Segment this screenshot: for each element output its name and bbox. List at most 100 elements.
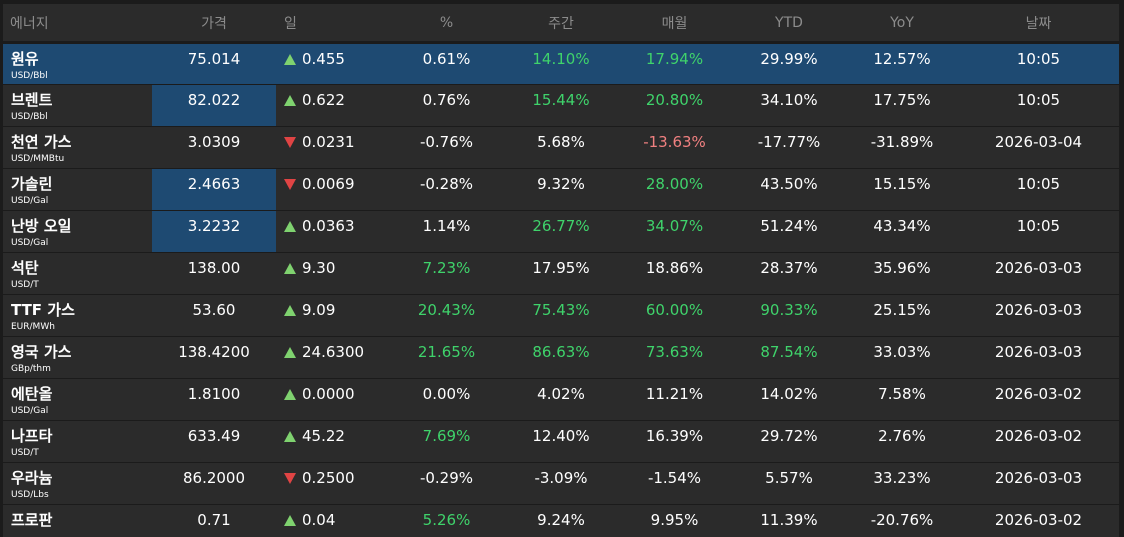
- pct-cell: 20.43%: [388, 294, 505, 337]
- header-price[interactable]: 가격: [152, 4, 276, 44]
- commodity-name[interactable]: 천연 가스: [11, 133, 72, 151]
- price-cell: 3.2232: [152, 210, 276, 253]
- weekly-cell: 14.10%: [505, 42, 617, 85]
- commodity-cell[interactable]: TTF 가스 EUR/MWh: [3, 294, 152, 337]
- header-monthly[interactable]: 매월: [617, 4, 732, 44]
- day-change-value: 9.09: [302, 301, 336, 319]
- yoy-cell: 15.15%: [846, 168, 958, 211]
- weekly-cell: 4.02%: [505, 378, 617, 421]
- price-cell: 138.00: [152, 252, 276, 295]
- commodity-cell[interactable]: 영국 가스 GBp/thm: [3, 336, 152, 379]
- commodity-name[interactable]: 원유: [11, 50, 39, 68]
- commodity-unit: USD/Gal: [11, 406, 49, 416]
- table-row[interactable]: 천연 가스 USD/MMBtu 3.0309 0.0231 -0.76% 5.68% -13…: [3, 126, 1119, 169]
- header-ytd[interactable]: YTD: [732, 4, 846, 44]
- yoy-cell: -20.76%: [846, 504, 958, 537]
- pct-cell: 7.69%: [388, 420, 505, 463]
- commodity-unit: USD/Bbl: [11, 71, 48, 81]
- weekly-cell: 15.44%: [505, 84, 617, 127]
- pct-cell: 0.76%: [388, 84, 505, 127]
- header-weekly[interactable]: 주간: [505, 4, 617, 44]
- table-row[interactable]: TTF 가스 EUR/MWh 53.60 9.09 20.43% 75.43% 60.00%…: [3, 294, 1119, 337]
- table-row[interactable]: 가솔린 USD/Gal 2.4663 0.0069 -0.28% 9.32% 28.00% 4…: [3, 168, 1119, 211]
- monthly-cell: 18.86%: [617, 252, 732, 295]
- commodity-name[interactable]: 브렌트: [11, 91, 53, 109]
- commodity-name[interactable]: 석탄: [11, 259, 39, 277]
- table-row[interactable]: 나프타 USD/T 633.49 45.22 7.69% 12.40% 16.39% 29.7…: [3, 420, 1119, 463]
- commodity-cell[interactable]: 브렌트 USD/Bbl: [3, 84, 152, 127]
- commodity-unit: USD/T: [11, 280, 39, 290]
- header-day[interactable]: 일: [276, 4, 388, 44]
- header-yoy[interactable]: YoY: [846, 4, 958, 44]
- ytd-cell: 11.39%: [732, 504, 846, 537]
- commodity-name[interactable]: 프로판: [11, 511, 53, 529]
- date-cell: 2026-03-03: [958, 336, 1119, 379]
- weekly-cell: 12.40%: [505, 420, 617, 463]
- price-cell: 3.0309: [152, 126, 276, 169]
- triangle-down-icon: [284, 137, 296, 148]
- table-row[interactable]: 우라늄 USD/Lbs 86.2000 0.2500 -0.29% -3.09% -1.54…: [3, 462, 1119, 505]
- weekly-cell: 86.63%: [505, 336, 617, 379]
- commodity-cell[interactable]: 우라늄 USD/Lbs: [3, 462, 152, 505]
- pct-cell: 1.14%: [388, 210, 505, 253]
- pct-cell: 7.23%: [388, 252, 505, 295]
- commodity-name[interactable]: 우라늄: [11, 469, 53, 487]
- triangle-up-icon: [284, 431, 296, 442]
- table-row[interactable]: 브렌트 USD/Bbl 82.022 0.622 0.76% 15.44% 20.80% 34…: [3, 84, 1119, 127]
- header-name[interactable]: 에너지: [3, 4, 152, 44]
- triangle-up-icon: [284, 389, 296, 400]
- commodity-name[interactable]: TTF 가스: [11, 301, 75, 319]
- commodity-cell[interactable]: 천연 가스 USD/MMBtu: [3, 126, 152, 169]
- day-change-cell: 0.455: [276, 42, 388, 85]
- monthly-cell: -13.63%: [617, 126, 732, 169]
- ytd-cell: 29.99%: [732, 42, 846, 85]
- triangle-up-icon: [284, 515, 296, 526]
- commodity-cell[interactable]: 원유 USD/Bbl: [3, 42, 152, 85]
- price-cell: 53.60: [152, 294, 276, 337]
- table-row[interactable]: 원유 USD/Bbl 75.014 0.455 0.61% 14.10% 17.94% 29.…: [3, 42, 1119, 85]
- price-cell: 138.4200: [152, 336, 276, 379]
- commodity-cell[interactable]: 프로판: [3, 504, 152, 537]
- date-cell: 10:05: [958, 42, 1119, 85]
- commodity-name[interactable]: 나프타: [11, 427, 53, 445]
- pct-cell: 0.00%: [388, 378, 505, 421]
- commodity-name[interactable]: 영국 가스: [11, 343, 72, 361]
- monthly-cell: 20.80%: [617, 84, 732, 127]
- monthly-cell: 16.39%: [617, 420, 732, 463]
- commodity-unit: USD/MMBtu: [11, 154, 65, 164]
- pct-cell: 0.61%: [388, 42, 505, 85]
- pct-cell: 21.65%: [388, 336, 505, 379]
- table-row[interactable]: 석탄 USD/T 138.00 9.30 7.23% 17.95% 18.86% 28.37%…: [3, 252, 1119, 295]
- commodity-cell[interactable]: 나프타 USD/T: [3, 420, 152, 463]
- ytd-cell: 34.10%: [732, 84, 846, 127]
- header-date[interactable]: 날짜: [958, 4, 1119, 44]
- header-pct[interactable]: %: [388, 4, 505, 44]
- monthly-cell: 17.94%: [617, 42, 732, 85]
- commodity-name[interactable]: 난방 오일: [11, 217, 72, 235]
- day-change-cell: 45.22: [276, 420, 388, 463]
- commodity-cell[interactable]: 석탄 USD/T: [3, 252, 152, 295]
- commodity-cell[interactable]: 난방 오일 USD/Gal: [3, 210, 152, 253]
- yoy-cell: 7.58%: [846, 378, 958, 421]
- table-row[interactable]: 에탄올 USD/Gal 1.8100 0.0000 0.00% 4.02% 11.21% 14…: [3, 378, 1119, 421]
- monthly-cell: 28.00%: [617, 168, 732, 211]
- commodity-cell[interactable]: 에탄올 USD/Gal: [3, 378, 152, 421]
- yoy-cell: -31.89%: [846, 126, 958, 169]
- day-change-value: 0.0231: [302, 133, 355, 151]
- commodity-cell[interactable]: 가솔린 USD/Gal: [3, 168, 152, 211]
- commodity-name[interactable]: 가솔린: [11, 175, 53, 193]
- triangle-up-icon: [284, 54, 296, 65]
- weekly-cell: -3.09%: [505, 462, 617, 505]
- pct-cell: -0.28%: [388, 168, 505, 211]
- table-row[interactable]: 영국 가스 GBp/thm 138.4200 24.6300 21.65% 86.63% 7…: [3, 336, 1119, 379]
- weekly-cell: 9.32%: [505, 168, 617, 211]
- price-cell: 86.2000: [152, 462, 276, 505]
- date-cell: 2026-03-03: [958, 462, 1119, 505]
- price-cell: 75.014: [152, 42, 276, 85]
- monthly-cell: 11.21%: [617, 378, 732, 421]
- table-row[interactable]: 프로판 0.71 0.04 5.26% 9.24% 9.95% 11.39% -20.76% 2…: [3, 504, 1119, 537]
- commodity-name[interactable]: 에탄올: [11, 385, 53, 403]
- day-change-value: 0.2500: [302, 469, 355, 487]
- date-cell: 2026-03-02: [958, 420, 1119, 463]
- table-row[interactable]: 난방 오일 USD/Gal 3.2232 0.0363 1.14% 26.77% 34.07…: [3, 210, 1119, 253]
